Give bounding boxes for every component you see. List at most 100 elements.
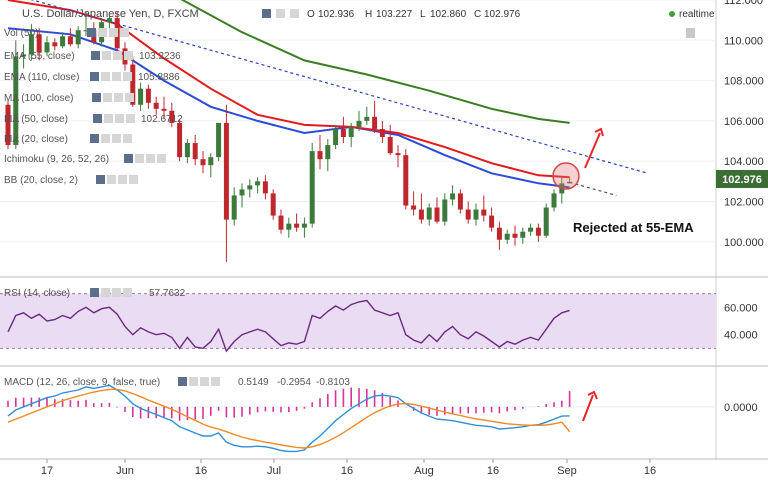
candle-body <box>496 227 502 240</box>
indicator-option-icon[interactable] <box>118 175 127 184</box>
indicator-option-icon[interactable] <box>123 134 132 143</box>
indicator-option-icon[interactable] <box>126 114 135 123</box>
candle <box>286 217 292 238</box>
candle-body <box>52 42 58 47</box>
macd-pane: 0.0000 MACD (12, 26, close, 9, false, tru… <box>0 377 758 453</box>
candle <box>223 104 229 262</box>
macd-option-icon[interactable] <box>211 377 220 386</box>
indicator-option-icon[interactable] <box>114 93 123 102</box>
candle <box>13 40 19 150</box>
indicator-row[interactable]: EMA (110, close) 105.8886 <box>4 72 180 83</box>
candle-body <box>489 215 495 228</box>
time-axis: 17 Jun 16 Jul 16 Aug 16 Sep 16 <box>41 459 656 477</box>
time-tick-label: 16 <box>341 465 353 477</box>
indicator-row[interactable]: Vol (50) <box>4 28 129 39</box>
indicator-toggle-icon[interactable] <box>90 134 99 143</box>
indicator-option-icon[interactable] <box>123 72 132 81</box>
indicator-row[interactable]: Ichimoku (9, 26, 52, 26) <box>4 154 166 165</box>
indicator-option-icon[interactable] <box>120 28 129 37</box>
price-tick-label: 110.000 <box>724 35 763 47</box>
indicator-option-icon[interactable] <box>101 72 110 81</box>
indicator-option-icon[interactable] <box>124 51 133 60</box>
indicator-row[interactable]: MA (20, close) <box>4 134 132 145</box>
indicator-option-icon[interactable] <box>98 28 107 37</box>
price-axis: 112.000 110.000 108.000 106.000 104.000 102.0… <box>724 0 764 249</box>
header-button-group <box>262 9 299 18</box>
indicator-option-icon[interactable] <box>101 134 110 143</box>
indicator-row[interactable]: MA (50, close) 102.6712 <box>4 114 183 125</box>
candle <box>426 203 432 226</box>
candle <box>177 118 183 162</box>
indicator-toggle-icon[interactable] <box>93 114 102 123</box>
ohlc-open-value: 102.936 <box>318 9 355 20</box>
indicator-row[interactable]: BB (20, close, 2) <box>4 175 138 186</box>
candle-body <box>75 30 81 45</box>
candle <box>411 191 417 216</box>
candle <box>262 175 268 200</box>
candle-body <box>512 233 518 238</box>
indicator-option-icon[interactable] <box>102 51 111 60</box>
candle <box>535 223 541 242</box>
indicator-label: EMA (55, close) <box>4 51 75 62</box>
indicator-row[interactable]: MA (100, close) <box>4 93 134 104</box>
chevron-down-icon[interactable] <box>262 9 271 18</box>
candle-body <box>317 151 323 160</box>
indicator-option-icon[interactable] <box>107 175 116 184</box>
candle <box>496 221 502 250</box>
candle-body <box>481 209 487 216</box>
indicator-toggle-icon[interactable] <box>87 28 96 37</box>
candle-body <box>83 30 89 32</box>
macd-option-icon[interactable] <box>178 377 187 386</box>
ohlc-close-label: C <box>474 9 481 20</box>
indicator-toggle-icon[interactable] <box>124 154 133 163</box>
indicator-row[interactable]: EMA (55, close) 103.2236 <box>4 51 181 62</box>
settings-icon[interactable] <box>290 9 299 18</box>
candle <box>442 193 448 226</box>
candle <box>44 36 50 57</box>
ema-110-layer <box>180 0 570 124</box>
rsi-tick-label: 40.000 <box>724 330 758 342</box>
time-tick-label: 16 <box>644 465 656 477</box>
candle <box>153 96 159 115</box>
rsi-option-icon[interactable] <box>101 288 110 297</box>
indicator-toggle-icon[interactable] <box>96 175 105 184</box>
candle <box>83 12 89 37</box>
macd-option-icon[interactable] <box>189 377 198 386</box>
indicator-label: MA (100, close) <box>4 93 73 104</box>
candle <box>403 149 409 210</box>
indicator-option-icon[interactable] <box>129 175 138 184</box>
rsi-option-icon[interactable] <box>123 288 132 297</box>
candle-body <box>457 193 463 210</box>
candle-body <box>130 64 136 105</box>
settings-small-icon[interactable] <box>686 28 695 38</box>
indicator-toggle-icon[interactable] <box>91 51 100 60</box>
ema-110-line <box>180 0 570 124</box>
rsi-option-icon[interactable] <box>112 288 121 297</box>
indicator-label: EMA (110, close) <box>4 72 79 83</box>
candle-body <box>44 42 50 53</box>
macd-hist-value: 0.5149 <box>238 377 269 388</box>
indicator-option-icon[interactable] <box>112 72 121 81</box>
candle <box>543 203 549 238</box>
rsi-option-icon[interactable] <box>90 288 99 297</box>
indicator-option-icon[interactable] <box>157 154 166 163</box>
indicator-option-icon[interactable] <box>125 93 134 102</box>
indicator-option-icon[interactable] <box>104 114 113 123</box>
indicator-option-icon[interactable] <box>115 114 124 123</box>
candle <box>418 193 424 224</box>
candle-body <box>184 143 190 158</box>
indicator-option-icon[interactable] <box>113 51 122 60</box>
indicator-option-icon[interactable] <box>112 134 121 143</box>
candle <box>270 189 276 220</box>
eye-icon[interactable] <box>276 9 285 18</box>
indicator-option-icon[interactable] <box>146 154 155 163</box>
candle <box>278 209 284 234</box>
indicator-option-icon[interactable] <box>103 93 112 102</box>
macd-option-icon[interactable] <box>200 377 209 386</box>
indicator-toggle-icon[interactable] <box>90 72 99 81</box>
candle <box>356 110 362 131</box>
candle-body <box>106 18 112 23</box>
indicator-option-icon[interactable] <box>109 28 118 37</box>
indicator-toggle-icon[interactable] <box>92 93 101 102</box>
indicator-option-icon[interactable] <box>135 154 144 163</box>
